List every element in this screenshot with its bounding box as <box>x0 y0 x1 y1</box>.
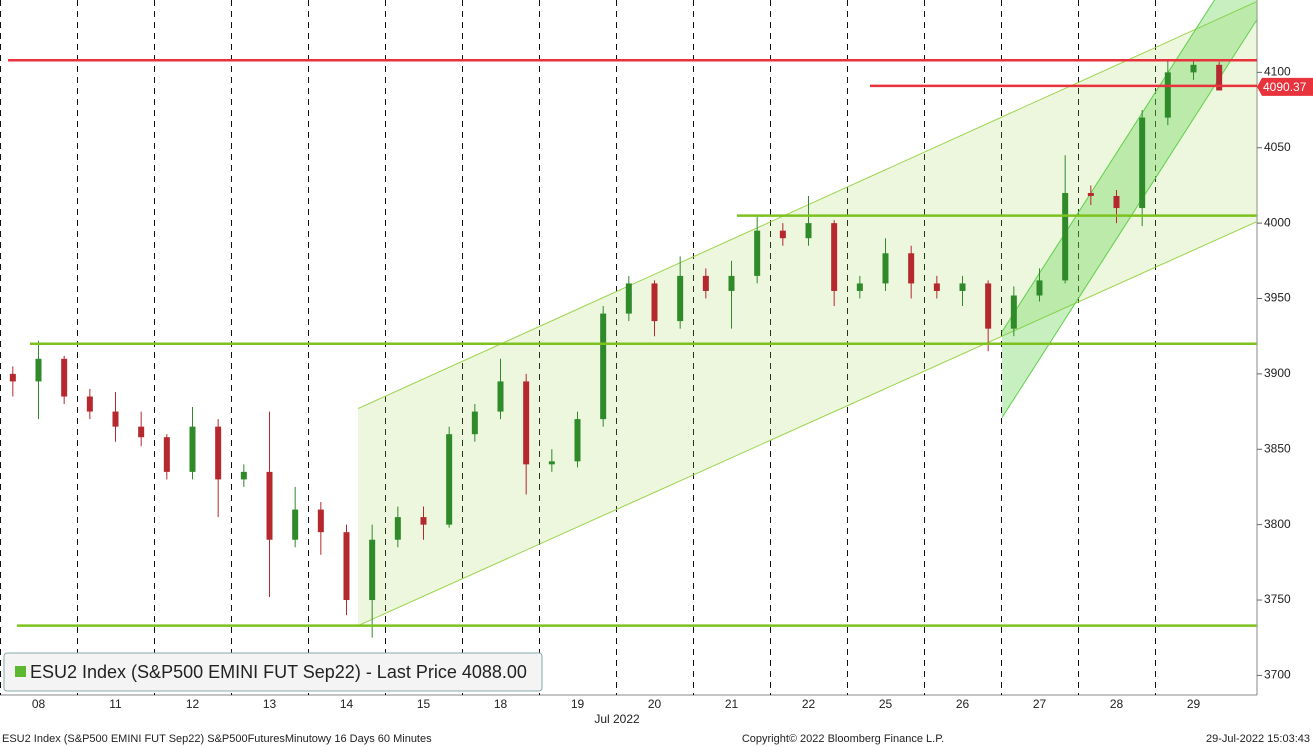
candle-body <box>1113 195 1120 209</box>
channel-fill <box>1002 0 1257 418</box>
legend-label: ESU2 Index (S&P500 EMINI FUT Sep22) - La… <box>30 662 527 682</box>
channel-fill <box>358 1 1257 626</box>
candle-body <box>1190 64 1197 73</box>
y-tick-label: 4100 <box>1264 65 1291 79</box>
candle-body <box>446 434 453 525</box>
candle-body <box>471 411 478 435</box>
candle-body <box>600 313 607 420</box>
y-tick-label: 3750 <box>1264 592 1291 606</box>
footer-left: ESU2 Index (S&P500 EMINI FUT Sep22) S&P5… <box>2 733 432 745</box>
x-tick-label: 20 <box>648 697 662 711</box>
candle-body <box>1087 192 1094 196</box>
x-tick-label: 29 <box>1187 697 1201 711</box>
y-tick-label: 4000 <box>1264 215 1291 229</box>
footer-right: 29-Jul-2022 15:03:43 <box>1206 733 1310 745</box>
candle-body <box>215 426 222 480</box>
candle-body <box>651 283 658 322</box>
candle-body <box>959 283 966 291</box>
y-tick-label: 3950 <box>1264 291 1291 305</box>
candle-body <box>933 283 940 291</box>
candle-body <box>266 471 273 540</box>
x-tick-label: 26 <box>956 697 970 711</box>
candle-body <box>9 373 16 382</box>
candle-body <box>1216 64 1223 91</box>
candle-body <box>908 253 915 284</box>
candle-body <box>805 223 812 239</box>
candle-body <box>35 358 42 382</box>
day-separators <box>0 0 1156 695</box>
legend-box <box>3 652 543 692</box>
candle-body <box>728 275 735 291</box>
y-tick-label: 3850 <box>1264 441 1291 455</box>
last-price-label: 4090.37 <box>1263 80 1307 94</box>
x-tick-label: 21 <box>725 697 739 711</box>
candle-body <box>754 230 761 276</box>
candle-body <box>61 358 68 397</box>
candle-body <box>112 411 119 427</box>
y-tick-label: 3700 <box>1264 668 1291 682</box>
x-tick-label: 25 <box>879 697 893 711</box>
candle-body <box>369 539 376 601</box>
candle-body <box>856 283 863 291</box>
channel-upper <box>357 1 1257 410</box>
candle-body <box>317 509 324 533</box>
x-tick-label: 08 <box>32 697 46 711</box>
candle-body <box>1062 192 1069 281</box>
plot-layer <box>8 0 1257 638</box>
x-tick-label: 12 <box>186 697 200 711</box>
candle-body <box>574 419 581 462</box>
candle-body <box>779 230 786 239</box>
last-price-tag <box>1257 77 1313 96</box>
candle-body <box>138 426 145 438</box>
candle-body <box>240 471 247 480</box>
candle-body <box>86 396 93 412</box>
candle-body <box>163 437 170 472</box>
candle-body <box>292 509 299 540</box>
y-tick-label: 3900 <box>1264 366 1291 380</box>
x-axis-label: Jul 2022 <box>594 712 640 726</box>
candle-body <box>677 275 684 322</box>
footer-center: Copyright© 2022 Bloomberg Finance L.P. <box>742 733 944 745</box>
candle-body <box>702 275 709 291</box>
candle-body <box>1164 72 1171 118</box>
candle-body <box>343 532 350 601</box>
candle-body <box>831 223 838 291</box>
x-tick-label: 11 <box>109 697 122 711</box>
candle-body <box>1036 280 1043 296</box>
x-tick-label: 13 <box>263 697 277 711</box>
x-tick-label: 19 <box>571 697 585 711</box>
candle-body <box>497 381 504 412</box>
candle-body <box>625 283 632 314</box>
candle-body <box>189 426 196 472</box>
x-tick-label: 18 <box>494 697 508 711</box>
x-tick-label: 14 <box>340 697 354 711</box>
x-tick-label: 22 <box>802 697 816 711</box>
candle-body <box>394 517 401 540</box>
candle-body <box>523 381 530 465</box>
candle-body <box>1010 295 1017 329</box>
candle-body <box>882 253 889 284</box>
channel-upper <box>1001 0 1216 332</box>
candle-body <box>548 461 555 465</box>
candle-body <box>1139 117 1146 209</box>
x-tick-label: 28 <box>1110 697 1124 711</box>
legend-swatch <box>15 666 26 677</box>
channel-lower <box>357 221 1257 627</box>
x-tick-label: 15 <box>417 697 431 711</box>
y-tick-label: 3800 <box>1264 517 1291 531</box>
candle-body <box>420 517 427 525</box>
x-tick-label: 27 <box>1033 697 1047 711</box>
y-tick-label: 4050 <box>1264 140 1291 154</box>
candle-body <box>985 283 992 329</box>
